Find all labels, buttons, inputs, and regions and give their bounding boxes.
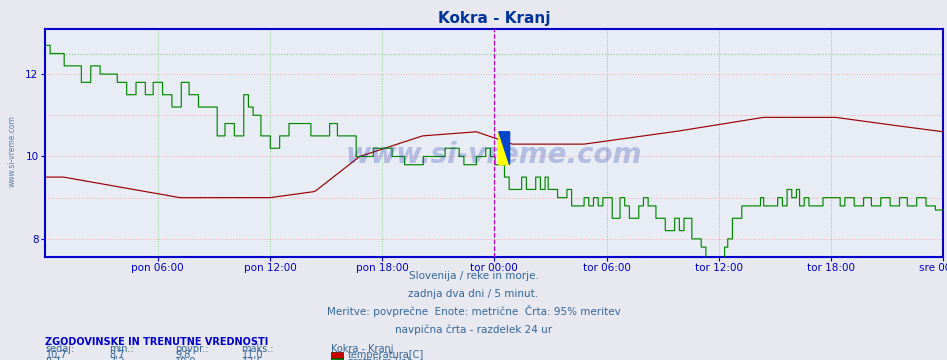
Text: 10,7: 10,7: [45, 350, 67, 360]
Text: navpična črta - razdelek 24 ur: navpična črta - razdelek 24 ur: [395, 324, 552, 335]
Text: min.:: min.:: [109, 344, 134, 354]
Text: zadnja dva dni / 5 minut.: zadnja dva dni / 5 minut.: [408, 289, 539, 299]
Text: 8,7: 8,7: [45, 357, 61, 360]
Text: Kokra - Kranj: Kokra - Kranj: [331, 344, 394, 354]
Text: www.si-vreme.com: www.si-vreme.com: [346, 140, 643, 168]
Text: 7,2: 7,2: [109, 357, 124, 360]
Text: 11,0: 11,0: [241, 350, 263, 360]
Text: temperatura[C]: temperatura[C]: [348, 350, 424, 360]
Text: Slovenija / reke in morje.: Slovenija / reke in morje.: [408, 271, 539, 281]
Text: maks.:: maks.:: [241, 344, 274, 354]
Polygon shape: [499, 132, 509, 165]
Text: pretok[m3/s]: pretok[m3/s]: [348, 357, 411, 360]
Text: povpr.:: povpr.:: [175, 344, 208, 354]
Text: 10,0: 10,0: [175, 357, 197, 360]
Text: Meritve: povprečne  Enote: metrične  Črta: 95% meritev: Meritve: povprečne Enote: metrične Črta:…: [327, 305, 620, 317]
Text: www.si-vreme.com: www.si-vreme.com: [8, 115, 17, 187]
Text: 8,7: 8,7: [109, 350, 124, 360]
Polygon shape: [499, 132, 509, 165]
Text: 9,8: 9,8: [175, 350, 190, 360]
Text: 12,5: 12,5: [241, 357, 263, 360]
Text: ZGODOVINSKE IN TRENUTNE VREDNOSTI: ZGODOVINSKE IN TRENUTNE VREDNOSTI: [45, 337, 269, 347]
Text: sedaj:: sedaj:: [45, 344, 75, 354]
Title: Kokra - Kranj: Kokra - Kranj: [438, 11, 550, 26]
